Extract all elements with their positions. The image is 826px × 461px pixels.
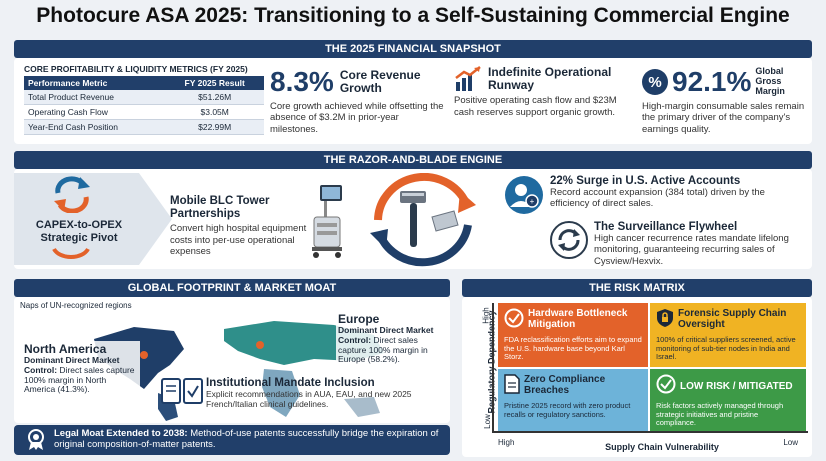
moat-desc: Method-of-use patents successfully bridg… (54, 428, 439, 451)
flywheel-title: The Surveillance Flywheel (594, 221, 738, 233)
risk-band: THE RISK MATRIX (462, 279, 812, 297)
risk-y-low: Low (482, 414, 492, 429)
table-row: Year-End Cash Position $22.99M (24, 119, 264, 135)
growth-chart-icon (454, 66, 482, 92)
na-desc: Direct sales capture 100% margin in Nort… (24, 364, 135, 395)
risk-cell-low-risk: LOW RISK / MITIGATED Risk factors active… (650, 369, 806, 431)
inst-desc: Explicit recommendations in AUA, EAU, an… (206, 389, 412, 410)
metrics-col-header: FY 2025 Result (165, 76, 264, 90)
cycle-arrows-icon (50, 175, 94, 218)
cycle-arrow-bottom-icon (14, 245, 124, 272)
accounts-user-icon: + (504, 175, 544, 220)
eu-title: Europe (338, 312, 380, 326)
kpi-value: 92.1% (672, 66, 752, 97)
svg-text:+: + (530, 197, 535, 206)
risk-x-high: High (498, 438, 515, 447)
metric-value: $22.99M (165, 119, 264, 135)
risk-desc: FDA reclassification efforts aim to expa… (504, 335, 642, 362)
kpi-desc: Positive operating cash flow and $23M ca… (454, 95, 617, 118)
europe-callout: Europe Dominant Direct Market Control: D… (336, 311, 446, 367)
kpi-value: 8.3% (270, 66, 334, 97)
footprint-band: GLOBAL FOOTPRINT & MARKET MOAT (14, 279, 450, 297)
surge-desc: Record account expansion (384 total) dri… (550, 187, 765, 210)
metric-name: Operating Cash Flow (24, 104, 166, 120)
metric-value: $51.26M (165, 90, 264, 105)
risk-desc: 100% of critical suppliers screened, act… (656, 335, 796, 362)
check-circle-icon (656, 374, 676, 399)
africa-region (262, 369, 300, 417)
engine-band: THE RAZOR-AND-BLADE ENGINE (14, 151, 812, 169)
surge-title: 22% Surge in U.S. Active Accounts (550, 175, 741, 187)
page-title: Photocure ASA 2025: Transitioning to a S… (36, 4, 790, 27)
risk-title: LOW RISK / MITIGATED (680, 381, 793, 392)
surge-block: 22% Surge in U.S. Active Accounts Record… (550, 175, 800, 210)
kpi-label: Core Revenue Growth (339, 67, 421, 95)
kpi-label: Global Gross Margin (755, 66, 785, 96)
razor-blade-icon (358, 172, 488, 272)
na-desc-bold: Dominant Direct Market Control: (24, 355, 120, 375)
na-title: North America (24, 342, 107, 356)
risk-x-axis-label: Supply Chain Vulnerability (605, 442, 719, 452)
shield-lock-icon (656, 308, 674, 333)
eu-desc: Direct sales capture 100% margin in Euro… (338, 334, 428, 365)
eu-desc-bold: Dominant Direct Market Control: (338, 325, 434, 345)
metrics-table-block: CORE PROFITABILITY & LIQUIDITY METRICS (… (24, 64, 264, 135)
australia-region (344, 397, 380, 417)
risk-y-axis-line (492, 303, 494, 431)
kpi-core-growth: 8.3% Core Revenue Growth Core growth ach… (270, 66, 445, 135)
metric-value: $3.05M (165, 104, 264, 120)
metrics-table-title: CORE PROFITABILITY & LIQUIDITY METRICS (… (24, 64, 248, 74)
risk-title: Zero Compliance Breaches (524, 374, 606, 396)
flywheel-desc: High cancer recurrence rates mandate lif… (594, 233, 789, 267)
snapshot-band: THE 2025 FINANCIAL SNAPSHOT (14, 40, 812, 58)
tower-desc: Convert high hospital equipment costs in… (170, 223, 307, 258)
risk-x-low: Low (783, 438, 798, 447)
metric-name: Total Product Revenue (24, 90, 166, 105)
tower-title: Mobile BLC Tower Partnerships (170, 195, 270, 220)
refresh-cycle-icon (550, 221, 588, 264)
kpi-desc: Core growth achieved while offsetting th… (270, 101, 444, 135)
pivot-arrow-shape (14, 173, 172, 265)
table-row: Total Product Revenue $51.26M (24, 90, 264, 105)
pivot-label: CAPEX-to-OPEX Strategic Pivot (35, 219, 123, 244)
legal-moat-bar: Legal Moat Extended to 2038: Method-of-u… (14, 425, 450, 455)
risk-cell-compliance: Zero Compliance Breaches Pristine 2025 r… (498, 369, 648, 431)
map-note: Naps of UN-recognized regions (20, 301, 132, 310)
kpi-gross-margin: % 92.1% Global Gross Margin High-margin … (642, 66, 807, 135)
risk-title: Forensic Supply Chain Oversight (678, 308, 787, 330)
medical-tower-icon (306, 183, 348, 264)
snapshot-panel: CORE PROFITABILITY & LIQUIDITY METRICS (… (14, 58, 812, 144)
risk-desc: Pristine 2025 record with zero product r… (504, 401, 631, 419)
flywheel-block: The Surveillance Flywheel High cancer re… (594, 221, 804, 267)
risk-cell-hardware: Hardware Bottleneck Mitigation FDA recla… (498, 303, 648, 367)
document-icon (504, 374, 520, 399)
award-badge-icon (26, 429, 46, 456)
footprint-panel: Naps of UN-recognized regions North Amer… (14, 297, 450, 423)
risk-x-axis-line (492, 431, 808, 433)
inst-title: Institutional Mandate Inclusion (206, 377, 375, 389)
moat-bold: Legal Moat Extended to 2038: (54, 428, 188, 439)
legal-moat-text: Legal Moat Extended to 2038: Method-of-u… (54, 428, 444, 451)
north-america-callout: North America Dominant Direct Market Con… (22, 341, 140, 397)
percent-icon: % (642, 69, 668, 95)
risk-title: Hardware Bottleneck Mitigation (528, 308, 628, 330)
metrics-table: Performance Metric FY 2025 Result Total … (24, 76, 264, 135)
kpi-runway: Indefinite Operational Runway Positive o… (454, 65, 639, 118)
institutional-block: Institutional Mandate Inclusion Explicit… (206, 377, 446, 409)
metrics-col-header: Performance Metric (24, 76, 166, 90)
risk-y-high: High (481, 307, 491, 324)
kpi-desc: High-margin consumable sales remain the … (642, 101, 805, 135)
risk-desc: Risk factors actively managed through st… (656, 401, 784, 428)
kpi-label: Indefinite Operational Runway (488, 65, 612, 93)
tower-block: Mobile BLC Tower Partnerships Convert hi… (170, 195, 310, 257)
risk-cell-supply-chain: Forensic Supply Chain Oversight 100% of … (650, 303, 806, 367)
guideline-documents-icon (160, 377, 204, 412)
table-row: Operating Cash Flow $3.05M (24, 104, 264, 120)
check-circle-icon (504, 308, 524, 333)
metric-name: Year-End Cash Position (24, 119, 166, 135)
risk-panel: Regulatory Dependency High Low Hardware … (462, 297, 812, 457)
engine-panel: CAPEX-to-OPEX Strategic Pivot Mobile BLC… (14, 169, 812, 269)
